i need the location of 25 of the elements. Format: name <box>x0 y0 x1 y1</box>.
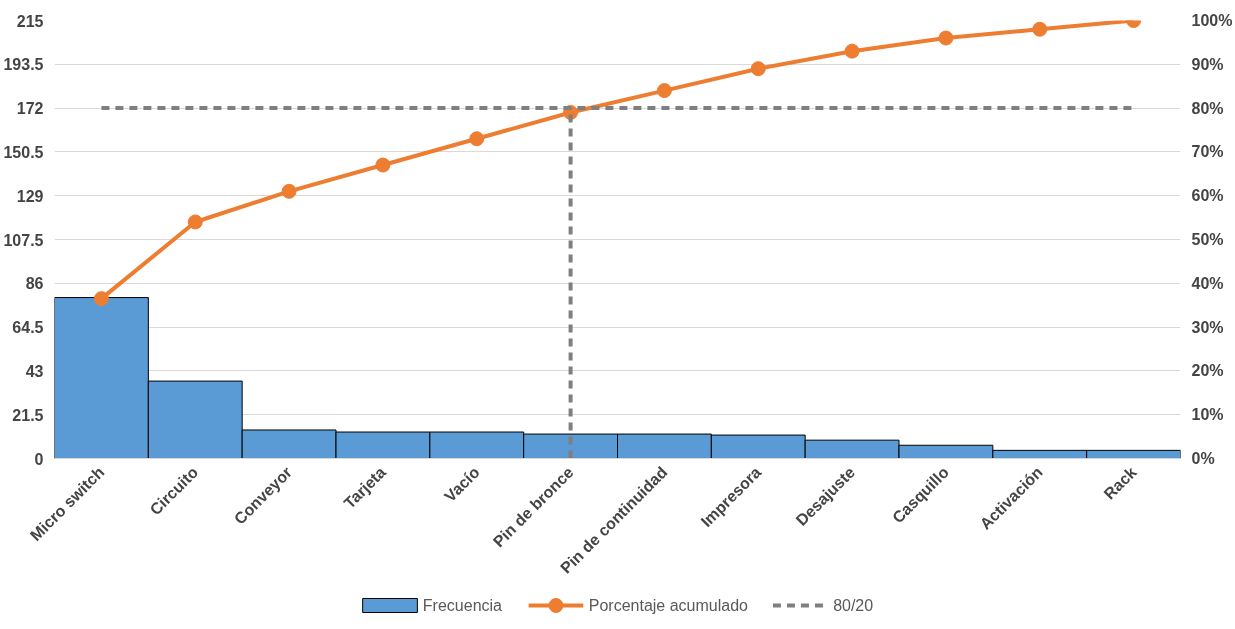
y2-tick-label: 100% <box>1191 12 1233 29</box>
y2-tick-label: 60% <box>1191 187 1224 205</box>
legend-label: Porcentaje acumulado <box>588 597 749 614</box>
y-tick-label: 215 <box>16 12 44 30</box>
y2-tick-label: 70% <box>1191 143 1224 161</box>
y-tick-label: 129 <box>16 187 44 205</box>
y-tick-label: 43 <box>25 362 44 380</box>
y-tick-label: 150.5 <box>3 143 44 161</box>
y2-tick-label: 90% <box>1191 55 1224 73</box>
y-tick-label: 172 <box>16 100 44 118</box>
y-tick-label: 193.5 <box>3 56 44 74</box>
y-tick-label: 0 <box>34 450 44 468</box>
y-tick-label: 86 <box>25 275 44 293</box>
legend-label: Frecuencia <box>422 597 503 614</box>
y2-tick-label: 30% <box>1191 318 1224 336</box>
y2-tick-label: 10% <box>1191 406 1224 424</box>
y2-tick-label: 20% <box>1191 362 1224 380</box>
legend-label: 80/20 <box>833 597 874 614</box>
y-tick-label: 64.5 <box>12 319 44 337</box>
y-tick-label: 107.5 <box>3 231 44 249</box>
y-tick-label: 21.5 <box>12 406 44 424</box>
y2-tick-label: 40% <box>1191 274 1224 292</box>
y2-tick-label: 80% <box>1191 99 1224 117</box>
y2-tick-label: 0% <box>1191 450 1215 467</box>
y2-tick-label: 50% <box>1191 231 1224 248</box>
